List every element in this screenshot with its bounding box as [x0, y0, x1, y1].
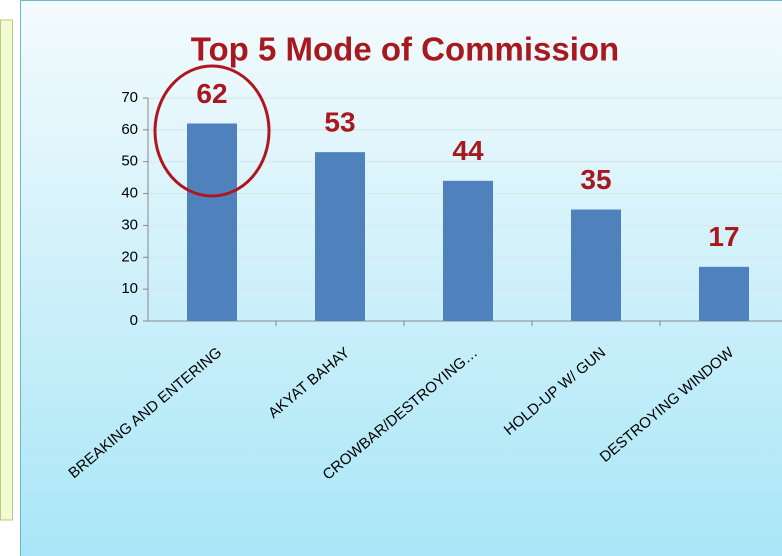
bar — [699, 266, 749, 321]
y-tick-label: 30 — [121, 216, 138, 233]
bar — [187, 123, 237, 321]
data-label: 17 — [708, 221, 739, 252]
bar — [315, 152, 365, 321]
data-label: 44 — [452, 135, 484, 166]
y-tick-label: 0 — [130, 312, 138, 329]
data-label: 62 — [196, 78, 227, 109]
y-tick-label: 10 — [121, 280, 138, 297]
y-tick-label: 40 — [121, 185, 138, 202]
chart-title: Top 5 Mode of Commission — [191, 31, 619, 68]
chart-panel — [20, 0, 782, 556]
y-tick-label: 20 — [121, 248, 138, 265]
side-panel — [0, 19, 13, 521]
data-label: 35 — [580, 164, 611, 195]
y-tick-label: 70 — [121, 89, 138, 106]
bar — [443, 180, 493, 321]
y-tick-label: 50 — [121, 153, 138, 170]
bar — [571, 209, 621, 321]
highlight-circle — [153, 64, 271, 198]
y-tick-label: 60 — [121, 121, 138, 138]
data-label: 53 — [324, 107, 355, 138]
